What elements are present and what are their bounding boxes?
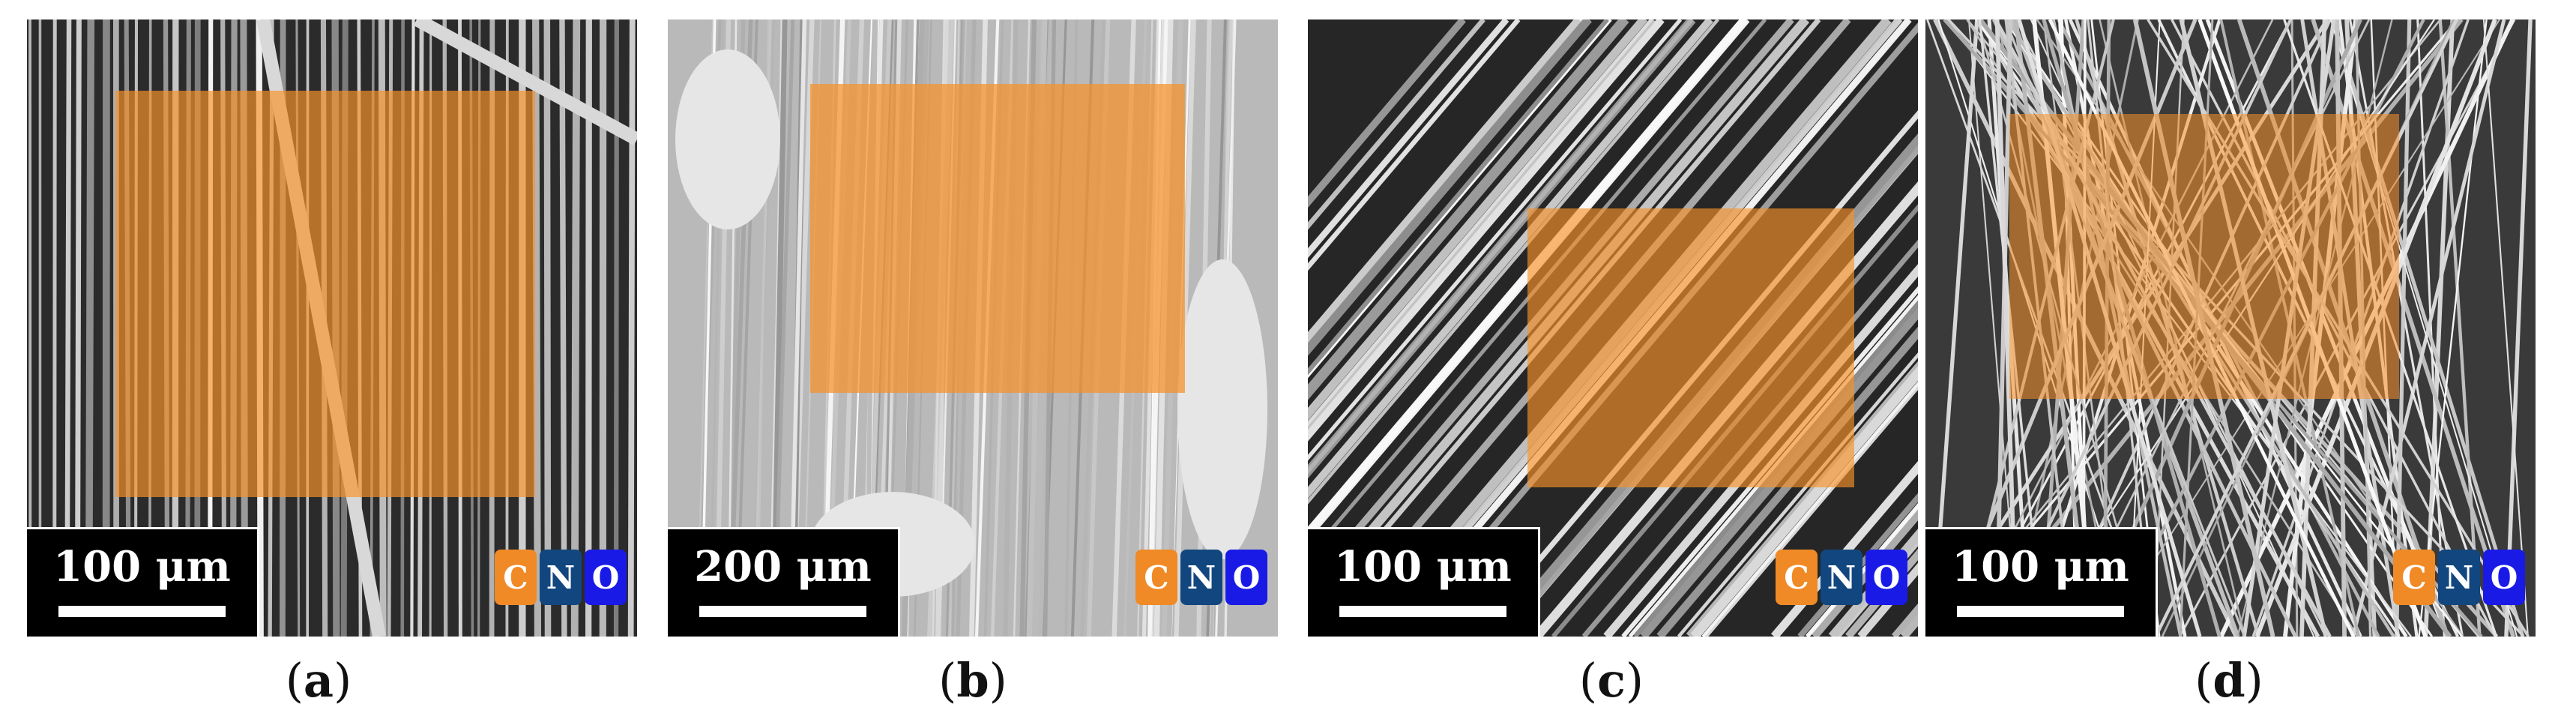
eds-mapping-region — [1527, 208, 1854, 487]
scale-bar — [1957, 606, 2124, 617]
legend-oxygen: O — [1865, 550, 1907, 605]
scale-bar-box: 100 μm — [1308, 527, 1540, 637]
legend-nitrogen: N — [1821, 550, 1862, 605]
legend-nitrogen: N — [2438, 550, 2480, 605]
legend-oxygen: O — [1225, 550, 1267, 605]
micrograph-panel-c: 100 μm C N O — [1308, 19, 1918, 637]
eds-mapping-region — [2009, 114, 2399, 399]
sem-image-fiber-bundle — [668, 19, 1278, 637]
eds-mapping-region — [115, 91, 535, 497]
element-legend: C N O — [2393, 550, 2525, 605]
micrograph-panel-a: 100 μm C N O — [27, 19, 637, 637]
scale-bar-box: 100 μm — [1925, 527, 2158, 637]
legend-nitrogen: N — [1180, 550, 1222, 605]
scale-bar — [1339, 606, 1506, 617]
scale-bar-label: 100 μm — [53, 542, 231, 592]
legend-carbon: C — [2393, 550, 2435, 605]
element-legend: C N O — [495, 550, 627, 605]
caption-d: (d) — [2195, 653, 2263, 708]
scale-bar-label: 200 μm — [694, 542, 872, 592]
caption-a: (a) — [285, 653, 352, 708]
scale-bar — [58, 606, 226, 617]
legend-nitrogen: N — [540, 550, 582, 605]
legend-oxygen: O — [2483, 550, 2525, 605]
scale-bar-box: 100 μm — [27, 527, 259, 637]
element-legend: C N O — [1776, 550, 1907, 605]
caption-c: (c) — [1578, 653, 1644, 708]
scale-bar-label: 100 μm — [1952, 542, 2129, 592]
caption-b: (b) — [938, 653, 1007, 708]
scale-bar-box: 200 μm — [668, 527, 900, 637]
scale-bar — [699, 606, 866, 617]
micrograph-panel-b: 200 μm C N O — [668, 19, 1278, 637]
scale-bar-label: 100 μm — [1334, 542, 1512, 592]
element-legend: C N O — [1135, 550, 1267, 605]
legend-carbon: C — [495, 550, 537, 605]
legend-oxygen: O — [585, 550, 627, 605]
legend-carbon: C — [1135, 550, 1177, 605]
eds-mapping-region — [810, 84, 1185, 393]
legend-carbon: C — [1776, 550, 1818, 605]
micrograph-panel-d: 100 μm C N O — [1925, 19, 2536, 637]
